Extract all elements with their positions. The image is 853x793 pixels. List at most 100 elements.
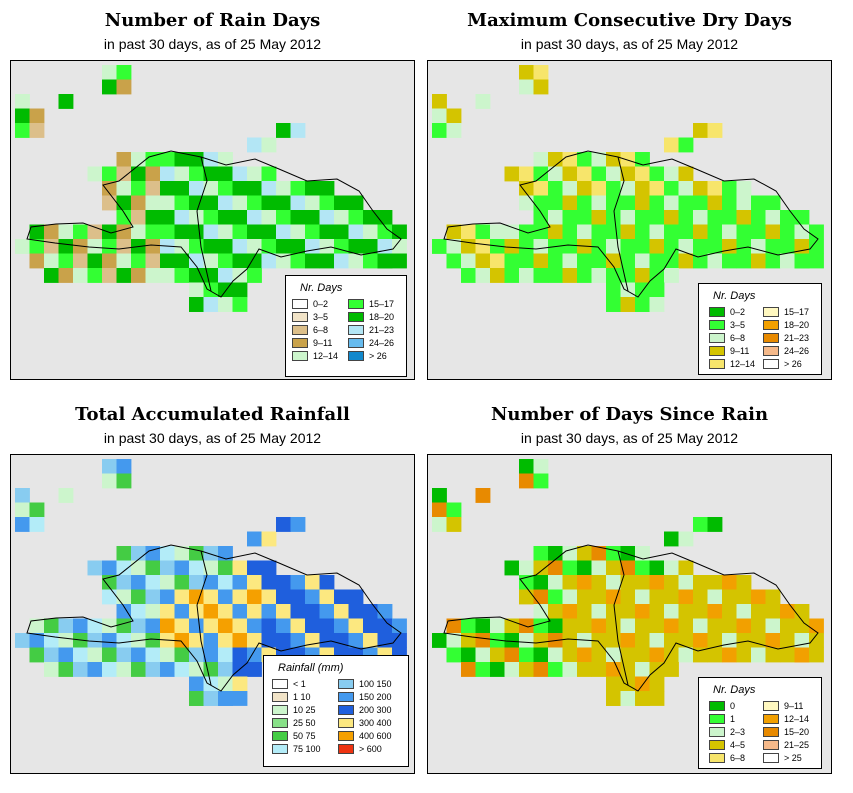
grid-cell — [533, 268, 549, 283]
grid-cell — [145, 181, 161, 196]
grid-cell — [664, 647, 679, 663]
grid-cell — [348, 633, 364, 648]
legend-label: 15–20 — [784, 726, 810, 737]
legend-item: 1 10 — [272, 691, 311, 702]
grid-cell — [606, 166, 621, 182]
legend-item: 6–8 — [709, 332, 745, 343]
grid-cell — [276, 195, 291, 211]
grid-cell — [131, 618, 146, 634]
grid-cell — [504, 662, 520, 677]
grid-cell — [247, 647, 262, 663]
grid-cell — [475, 268, 491, 283]
grid-cell — [102, 589, 117, 605]
grid-cell — [87, 166, 103, 182]
grid-cell — [131, 546, 146, 561]
grid-cell — [145, 166, 161, 182]
grid-cell — [247, 224, 262, 240]
grid-cell — [620, 647, 636, 663]
grid-cell — [334, 604, 349, 619]
legend-label: 6–8 — [730, 752, 746, 763]
grid-cell — [305, 604, 320, 619]
grid-cell — [261, 137, 277, 153]
map-svg — [432, 459, 824, 706]
grid-cell — [475, 647, 491, 663]
grid-cell — [620, 195, 636, 211]
legend-label: 6–8 — [730, 332, 746, 343]
grid-cell — [490, 618, 505, 634]
grid-cell — [533, 604, 549, 619]
grid-cell — [736, 647, 752, 663]
grid-cell — [102, 647, 117, 663]
grid-cell — [145, 268, 161, 283]
legend-title: Rainfall (mm) — [278, 662, 344, 674]
grid-cell — [15, 123, 30, 138]
grid-cell — [606, 589, 621, 605]
grid-cell — [203, 647, 219, 663]
grid-cell — [29, 239, 45, 254]
grid-cell — [174, 210, 190, 225]
grid-cell — [247, 662, 262, 677]
grid-cell — [461, 268, 476, 283]
grid-cell — [678, 253, 694, 269]
grid-cell — [392, 224, 407, 240]
grid-cell — [290, 575, 306, 590]
grid-cell — [58, 239, 74, 254]
grid-cell — [160, 181, 175, 196]
grid-cell — [432, 517, 447, 532]
grid-cell — [707, 224, 723, 240]
grid-cell — [102, 166, 117, 182]
grid-cell — [218, 181, 233, 196]
grid-cell — [392, 239, 407, 254]
grid-cell — [377, 604, 393, 619]
grid-cell — [261, 618, 277, 634]
grid-cell — [102, 560, 117, 576]
grid-cell — [620, 181, 636, 196]
grid-cell — [678, 531, 694, 547]
grid-cell — [160, 662, 175, 677]
grid-cell — [446, 123, 462, 138]
grid-cell — [533, 647, 549, 663]
grid-cell — [693, 633, 708, 648]
grid-cell — [548, 253, 563, 269]
legend-label: 12–14 — [784, 713, 810, 724]
coastline — [26, 544, 402, 692]
grid-cell — [290, 517, 306, 532]
grid-cell — [722, 647, 737, 663]
grid-cell — [620, 575, 636, 590]
legend-swatch — [338, 743, 354, 754]
grid-cell — [203, 181, 219, 196]
grid-cell — [533, 195, 549, 211]
grid-cell — [533, 65, 549, 80]
grid-cell — [461, 618, 476, 634]
grid-cell — [635, 181, 650, 196]
grid-cell — [276, 517, 291, 532]
legend-swatch — [709, 752, 725, 763]
grid-cell — [145, 647, 161, 663]
grid-cell — [533, 239, 549, 254]
grid-cell — [504, 268, 520, 283]
grid-cell — [606, 604, 621, 619]
grid-cell — [533, 253, 549, 269]
grid-cell — [606, 210, 621, 225]
panel-subtitle: in past 30 days, as of 25 May 2012 — [103, 430, 322, 446]
legend-item: 6–8 — [709, 752, 745, 763]
grid-cell — [363, 618, 378, 634]
grid-cell — [58, 662, 74, 677]
grid-cell — [461, 253, 476, 269]
grid-cell — [116, 268, 132, 283]
grid-cell — [722, 589, 737, 605]
legend-item: 12–14 — [709, 358, 755, 369]
grid-cell — [432, 502, 447, 518]
grid-cell — [678, 181, 694, 196]
legend-swatch — [763, 726, 779, 737]
legend-swatch — [709, 713, 725, 724]
legend-item: 300 400 — [338, 717, 392, 728]
legend-swatch — [348, 337, 364, 348]
grid-cell — [548, 618, 563, 634]
grid-cell — [649, 575, 665, 590]
grid-cell — [73, 662, 88, 677]
grid-cell — [145, 604, 161, 619]
grid-cell — [751, 224, 766, 240]
grid-cell — [620, 253, 636, 269]
legend-item: 25 50 — [272, 717, 316, 728]
